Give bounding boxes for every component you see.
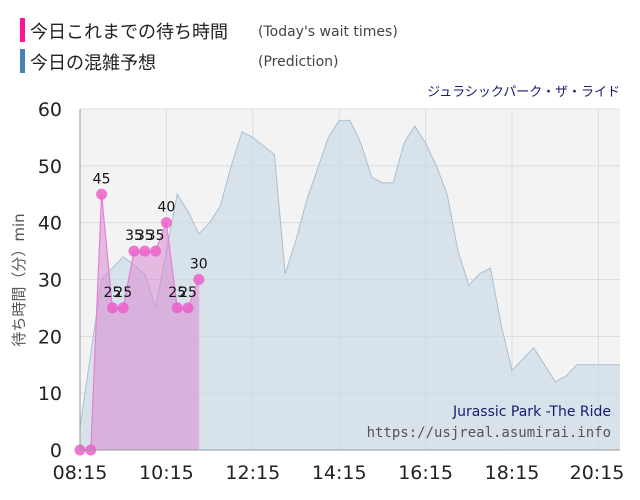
today-point: [139, 245, 151, 257]
today-point: [193, 274, 205, 285]
today-point: [96, 188, 108, 200]
x-tick-label: 16:15: [398, 462, 453, 484]
legend: 今日これまでの待ち時間 (Today's wait times) 今日の混雑予想…: [20, 18, 398, 74]
site-url: https://usjreal.asumirai.info: [367, 425, 611, 441]
y-tick-label: 30: [38, 270, 62, 292]
today-point: [182, 302, 194, 314]
x-tick-label: 20:15: [570, 462, 625, 484]
today-data-label: 35: [136, 228, 154, 244]
y-axis-label: 待ち時間（分）min: [10, 213, 28, 346]
ride-name-jp: ジュラシックパーク・ザ・ライド: [427, 85, 620, 100]
today-point: [106, 302, 118, 314]
x-tick-label: 08:15: [53, 462, 108, 484]
y-tick-label: 40: [38, 213, 62, 235]
prediction-series: [79, 119, 620, 450]
x-tick-label: 12:15: [225, 462, 280, 484]
y-tick-label: 60: [38, 99, 62, 121]
today-point: [117, 302, 129, 314]
today-point: [160, 217, 172, 229]
legend-swatch-today: [20, 18, 25, 42]
today-data-label: 25: [114, 285, 132, 301]
x-tick-label: 10:15: [139, 462, 194, 484]
today-data-label: 35: [147, 228, 165, 244]
today-data-label: 40: [157, 200, 175, 216]
x-axis: 08:15 10:15 12:15 14:15 16:15 18:15 20:15: [53, 449, 625, 484]
today-data-label: 45: [93, 171, 111, 187]
today-point: [128, 245, 140, 257]
x-tick-label: 18:15: [485, 462, 540, 484]
legend-swatch-prediction: [20, 49, 25, 73]
y-tick-label: 10: [38, 383, 62, 405]
today-point: [171, 302, 183, 314]
legend-label-today: 今日これまでの待ち時間: [30, 22, 228, 43]
today-data-label: 35: [125, 228, 143, 244]
y-tick-label: 50: [38, 156, 62, 178]
ride-name-en: Jurassic Park -The Ride: [452, 404, 611, 420]
today-data-label: 30: [190, 257, 208, 273]
today-data-label: 25: [103, 285, 121, 301]
legend-en-today: (Today's wait times): [258, 24, 398, 40]
y-axis: 0 10 20 30 40 50 60: [38, 99, 81, 462]
y-tick-label: 20: [38, 326, 62, 348]
legend-en-prediction: (Prediction): [258, 54, 338, 70]
prediction-area: [80, 120, 620, 450]
y-tick-label: 0: [50, 440, 62, 462]
today-data-label: 25: [179, 285, 197, 301]
prediction-line: [79, 119, 620, 428]
today-point: [150, 245, 162, 257]
today-data-label: 25: [168, 285, 186, 301]
legend-label-prediction: 今日の混雑予想: [30, 53, 156, 74]
today-area: [80, 194, 199, 450]
x-tick-label: 14:15: [312, 462, 367, 484]
